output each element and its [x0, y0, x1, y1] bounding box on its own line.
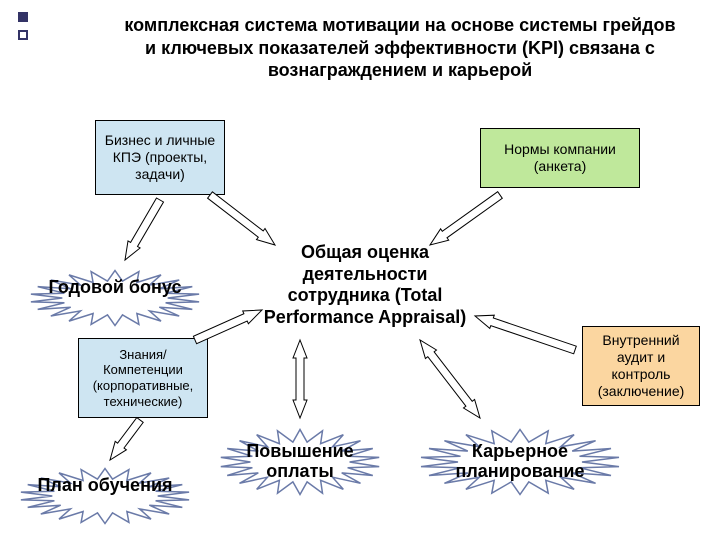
- slide-title: комплексная система мотивации на основе …: [120, 14, 680, 82]
- center-appraisal: Общая оценка деятельности сотрудника (To…: [250, 242, 480, 328]
- box-knowledge: Знания/ Компетенции (корпоративные, техн…: [78, 338, 208, 418]
- box-kpi: Бизнес и личные КПЭ (проекты, задачи): [95, 120, 225, 195]
- slide-bullets: [18, 12, 28, 48]
- box-audit: Внутренний аудит и контроль (заключение): [582, 326, 700, 406]
- box-knowledge-text: Знания/ Компетенции (корпоративные, техн…: [83, 347, 203, 409]
- box-norms-text: Нормы компании (анкета): [485, 141, 635, 175]
- star-career-label: Карьерное планирование: [420, 442, 620, 482]
- star-raise-label: Повышение оплаты: [220, 442, 380, 482]
- box-audit-text: Внутренний аудит и контроль (заключение): [587, 332, 695, 399]
- box-norms: Нормы компании (анкета): [480, 128, 640, 188]
- star-bonus-label: Годовой бонус: [30, 278, 200, 298]
- box-kpi-text: Бизнес и личные КПЭ (проекты, задачи): [100, 132, 220, 182]
- star-plan-label: План обучения: [20, 476, 190, 496]
